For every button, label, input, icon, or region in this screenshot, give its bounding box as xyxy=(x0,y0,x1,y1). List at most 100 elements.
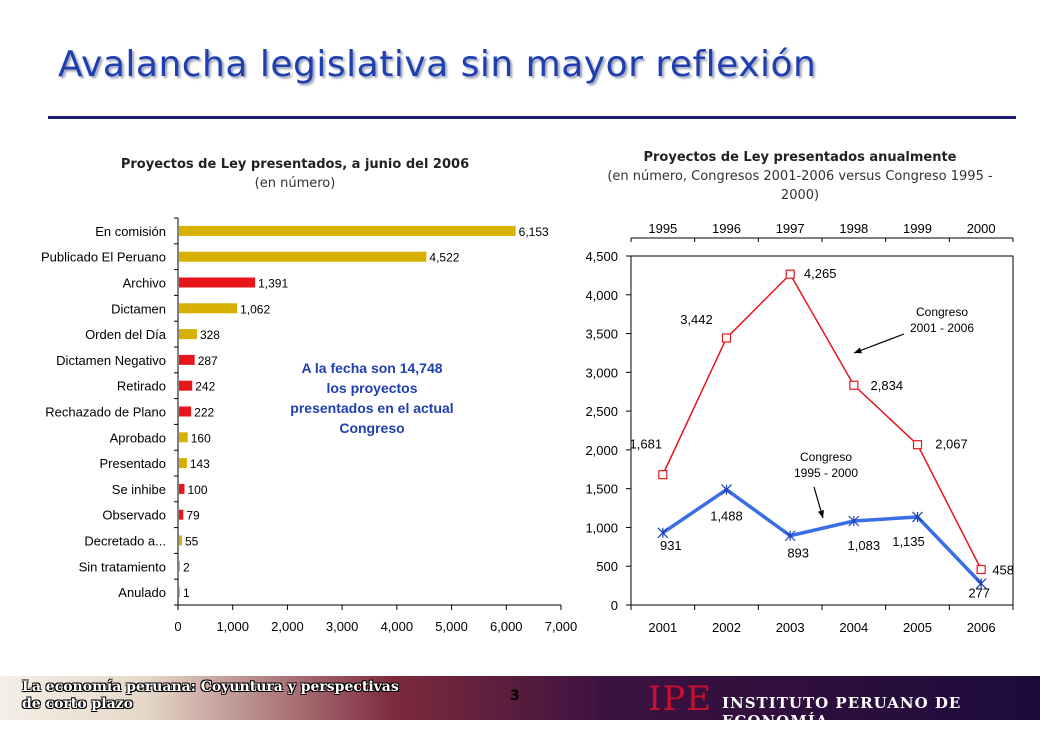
bar-x-tick-label: 4,000 xyxy=(381,619,414,634)
bar-x-tick-label: 2,000 xyxy=(271,619,304,634)
bar-category-label: Anulado xyxy=(118,585,166,600)
line-chart-title: Proyectos de Ley presentados anualmente … xyxy=(600,148,1000,205)
bar xyxy=(179,354,195,365)
data-label-1995-2000: 893 xyxy=(787,546,809,561)
data-label-1995-2000: 1,083 xyxy=(848,538,881,553)
bar-category-label: Presentado xyxy=(100,456,167,471)
series-marker-1995-2000 xyxy=(848,515,860,527)
bar-value-label: 1,391 xyxy=(258,277,288,291)
bar-value-label: 55 xyxy=(185,535,199,549)
series-marker-2001-2006 xyxy=(849,380,859,390)
title-divider xyxy=(48,116,1016,119)
series-marker-1995-2000 xyxy=(912,511,923,523)
callout-arrow-head xyxy=(854,347,862,354)
bar-category-label: Rechazado de Plano xyxy=(45,405,166,420)
line-top-tick-label: 1996 xyxy=(712,221,741,236)
line-x-tick-label: 2003 xyxy=(776,620,805,635)
bar xyxy=(179,406,192,417)
bar-value-label: 100 xyxy=(187,483,207,497)
bar xyxy=(179,483,185,494)
bar xyxy=(179,303,238,314)
line-top-tick-label: 1997 xyxy=(776,221,805,236)
line-y-tick-label: 4,000 xyxy=(585,288,618,303)
callout-arrow-line xyxy=(853,333,905,354)
bar-value-label: 222 xyxy=(194,406,214,420)
line-top-tick-label: 1998 xyxy=(839,221,868,236)
bar-category-label: Archivo xyxy=(123,276,166,291)
bar-value-label: 4,522 xyxy=(429,251,459,265)
footer-text: La economía peruana: Coyuntura y perspec… xyxy=(22,679,399,712)
bar-category-label: Observado xyxy=(102,508,166,523)
data-label-2001-2006: 458 xyxy=(992,562,1014,577)
series-name-line: Congreso xyxy=(916,305,968,319)
series-marker-1995-2000 xyxy=(657,527,669,539)
bar xyxy=(179,458,187,469)
series-marker-2001-2006 xyxy=(912,440,923,450)
bar-value-label: 242 xyxy=(195,380,215,394)
bar-annotation: A la fecha son 14,748 los proyectos presen… xyxy=(290,360,453,436)
line-y-tick-label: 3,000 xyxy=(585,365,618,380)
series-marker-2001-2006 xyxy=(976,564,986,575)
ipe-logo: IPE xyxy=(648,679,713,719)
bar-chart-subtitle: (en número) xyxy=(254,176,336,191)
bar-category-label: Orden del Día xyxy=(85,327,167,342)
bar-annotation-line: los proyectos xyxy=(326,380,417,396)
bar-value-label: 79 xyxy=(186,509,200,523)
bar xyxy=(179,380,193,391)
bar-category-label: En comisión xyxy=(95,224,166,239)
line-y-tick-label: 0 xyxy=(611,598,618,613)
bar-category-label: Aprobado xyxy=(110,430,166,445)
data-label-1995-2000: 1,135 xyxy=(892,534,925,549)
line-y-tick-label: 4,500 xyxy=(585,249,618,264)
series-line-1995-2000 xyxy=(661,487,983,585)
bar-value-label: 143 xyxy=(190,457,210,471)
data-label-2001-2006: 4,265 xyxy=(804,266,837,281)
series-marker-1995-2000 xyxy=(721,484,732,496)
bar xyxy=(179,509,184,520)
bar-value-label: 6,153 xyxy=(519,225,549,239)
bar xyxy=(179,432,188,443)
line-y-tick-label: 1,500 xyxy=(585,482,618,497)
bar-category-label: Dictamen xyxy=(111,301,166,316)
bar-value-label: 2 xyxy=(183,560,190,574)
line-y-tick-label: 3,500 xyxy=(585,327,618,342)
bar-x-tick-label: 0 xyxy=(174,619,181,634)
line-x-tick-label: 2002 xyxy=(712,620,741,635)
line-top-tick-label: 1995 xyxy=(648,221,677,236)
bar xyxy=(179,251,427,262)
line-x-tick-label: 2004 xyxy=(839,620,868,635)
bar-value-label: 1 xyxy=(183,586,190,600)
bar xyxy=(179,561,180,572)
series-name-label-1995-2000: Congreso 1995 - 2000 xyxy=(794,450,858,480)
line-chart-title-text: Proyectos de Ley presentados anualmente xyxy=(643,150,957,165)
bar xyxy=(179,225,516,236)
bar-value-label: 1,062 xyxy=(240,302,270,316)
data-label-2001-2006: 2,067 xyxy=(935,437,968,452)
series-name-line: 2001 - 2006 xyxy=(910,321,974,335)
bar-value-label: 287 xyxy=(198,354,218,368)
bar-annotation-line: Congreso xyxy=(339,420,404,436)
bar-annotation-line: presentados en el actual xyxy=(290,400,453,416)
line-top-tick-label: 2000 xyxy=(967,221,996,236)
footer-bar xyxy=(0,676,1040,720)
bar-value-label: 328 xyxy=(200,328,220,342)
bar-x-tick-label: 3,000 xyxy=(326,619,359,634)
bar-x-tick-label: 5,000 xyxy=(435,619,468,634)
data-label-2001-2006: 2,834 xyxy=(871,378,904,393)
bar xyxy=(179,535,183,546)
bar-x-tick-label: 1,000 xyxy=(216,619,249,634)
line-y-tick-label: 2,500 xyxy=(585,404,618,419)
series-name-line: Congreso xyxy=(800,450,852,464)
line-y-tick-label: 2,000 xyxy=(585,443,618,458)
series-name-label-2001-2006: Congreso 2001 - 2006 xyxy=(910,305,974,335)
bar-annotation-line: A la fecha son 14,748 xyxy=(301,360,442,376)
series-marker-2001-2006 xyxy=(785,269,795,279)
series-marker-1995-2000 xyxy=(784,530,796,542)
line-x-tick-label: 2006 xyxy=(967,620,996,635)
bar-chart-title-text: Proyectos de Ley presentados, a junio de… xyxy=(120,157,470,172)
line-chart-subtitle: (en número, Congresos 2001-2006 versus C… xyxy=(607,169,993,203)
data-label-2001-2006: 1,681 xyxy=(630,437,663,452)
page-number: 3 xyxy=(510,688,520,704)
data-label-1995-2000: 1,488 xyxy=(710,509,743,524)
